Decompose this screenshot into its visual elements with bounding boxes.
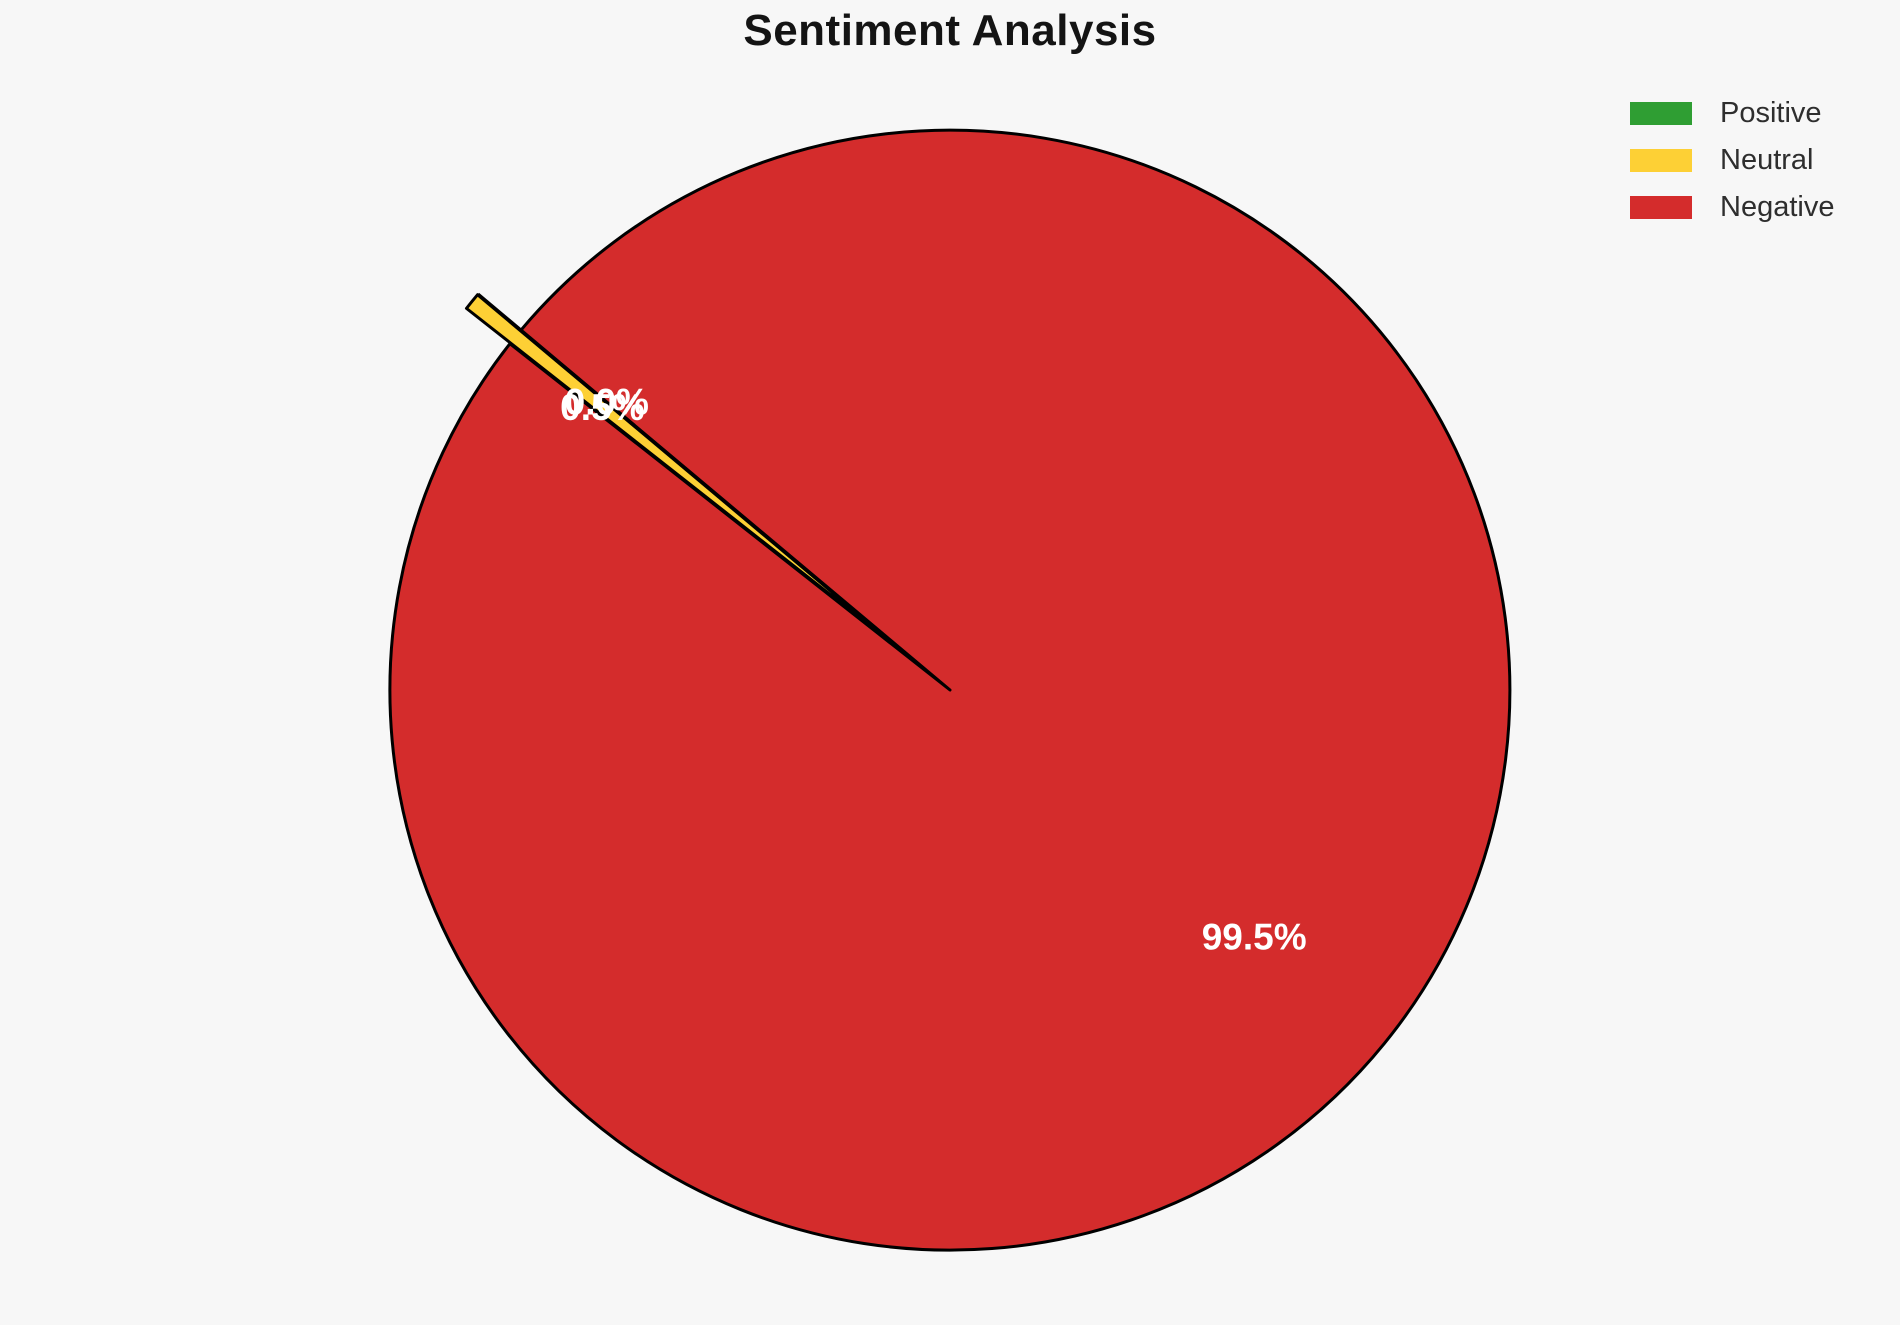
pie-slice-neutral [464,293,909,657]
legend-swatch-positive [1630,102,1692,125]
chart-title: Sentiment Analysis [743,6,1157,55]
legend-swatch-negative [1630,196,1692,219]
legend-label-negative: Negative [1720,191,1835,223]
pct-label-neutral: 0.5% [560,387,644,428]
legend: Positive Neutral Negative [1630,97,1835,223]
legend-label-positive: Positive [1720,97,1822,129]
pct-label-negative: 99.5% [1202,917,1307,958]
legend-item-negative: Negative [1630,191,1835,223]
legend-item-neutral: Neutral [1630,144,1834,176]
pie-slice-negative [388,128,1512,1252]
legend-label-neutral: Neutral [1720,144,1814,176]
legend-item-positive: Positive [1630,97,1834,129]
pct-label-positive: 0.0% [565,382,649,423]
legend-swatch-neutral [1630,149,1692,172]
